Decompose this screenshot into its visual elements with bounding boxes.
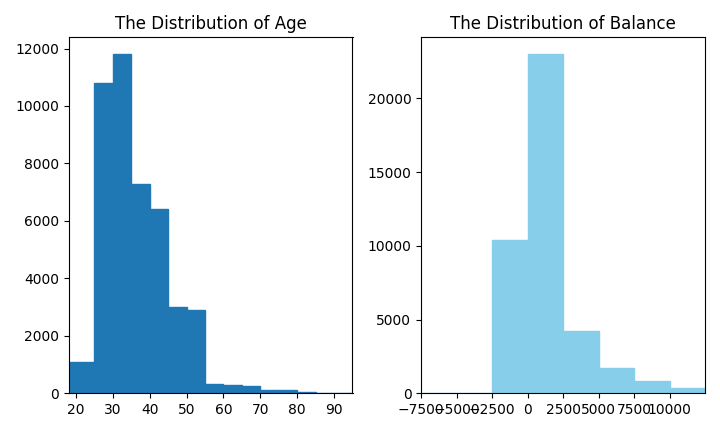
Bar <box>492 240 528 393</box>
Bar <box>634 381 670 393</box>
Bar <box>297 392 315 393</box>
Bar <box>223 384 242 393</box>
Bar <box>242 386 261 393</box>
Bar <box>94 83 113 393</box>
Bar <box>563 331 598 393</box>
Title: The Distribution of Balance: The Distribution of Balance <box>450 15 676 33</box>
Bar <box>261 390 279 393</box>
Bar <box>528 54 563 393</box>
Bar <box>168 307 186 393</box>
Bar <box>598 368 634 393</box>
Bar <box>670 388 705 393</box>
Bar <box>186 310 205 393</box>
Bar <box>131 184 150 393</box>
Bar <box>205 384 223 393</box>
Bar <box>68 362 94 393</box>
Bar <box>113 54 131 393</box>
Title: The Distribution of Age: The Distribution of Age <box>114 15 307 33</box>
Bar <box>279 391 297 393</box>
Bar <box>150 210 168 393</box>
